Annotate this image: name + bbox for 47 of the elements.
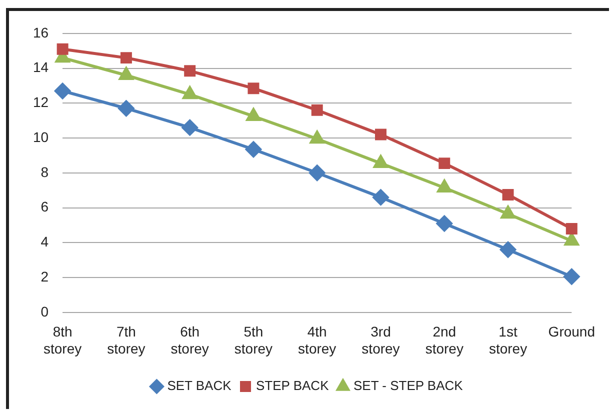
y-tick-label: 8 bbox=[40, 164, 49, 180]
point bbox=[372, 189, 389, 206]
point bbox=[500, 206, 516, 219]
x-tick-label: 5th storey bbox=[234, 324, 273, 356]
x-tick-label: 4th storey bbox=[298, 324, 336, 356]
point bbox=[245, 141, 262, 158]
legend-label: STEP BACK bbox=[256, 378, 330, 394]
point bbox=[310, 130, 324, 144]
point bbox=[438, 158, 450, 170]
y-tick-label: 0 bbox=[40, 303, 49, 320]
point bbox=[119, 67, 134, 80]
y-tick-label: 12 bbox=[32, 94, 49, 110]
legend-label: SET BACK bbox=[167, 378, 232, 394]
y-tick-label: 10 bbox=[32, 128, 49, 145]
x-tick-label: Ground bbox=[548, 324, 596, 340]
point bbox=[246, 108, 261, 121]
x-tick-label: 6th storey bbox=[170, 324, 209, 356]
point bbox=[309, 164, 326, 181]
point bbox=[311, 104, 323, 116]
x-tick-label: 7th storey bbox=[107, 324, 146, 356]
y-tick-label: 6 bbox=[40, 198, 49, 215]
point bbox=[500, 242, 516, 258]
x-tick-label: 3rd storey bbox=[362, 324, 400, 356]
point bbox=[182, 86, 197, 100]
point bbox=[564, 268, 580, 285]
point bbox=[182, 120, 198, 136]
x-tick-label: 8th storey bbox=[44, 324, 82, 356]
y-tick-label: 2 bbox=[40, 268, 49, 284]
point bbox=[437, 180, 452, 192]
point bbox=[120, 52, 132, 64]
point bbox=[502, 188, 514, 200]
point bbox=[118, 100, 134, 116]
point bbox=[184, 65, 196, 77]
point bbox=[375, 128, 386, 140]
point bbox=[56, 43, 68, 55]
point bbox=[374, 155, 388, 168]
point bbox=[564, 232, 579, 246]
point bbox=[436, 215, 452, 232]
y-tick-label: 4 bbox=[40, 234, 49, 250]
y-tick-label: 16 bbox=[32, 24, 49, 40]
x-tick-label: 1st storey bbox=[488, 324, 528, 356]
point bbox=[54, 82, 71, 99]
point bbox=[248, 82, 260, 94]
legend-label: SET - STEP BACK bbox=[353, 378, 464, 394]
point bbox=[566, 222, 578, 234]
x-tick-label: 2nd storey bbox=[425, 324, 464, 356]
y-tick-label: 14 bbox=[32, 59, 49, 76]
